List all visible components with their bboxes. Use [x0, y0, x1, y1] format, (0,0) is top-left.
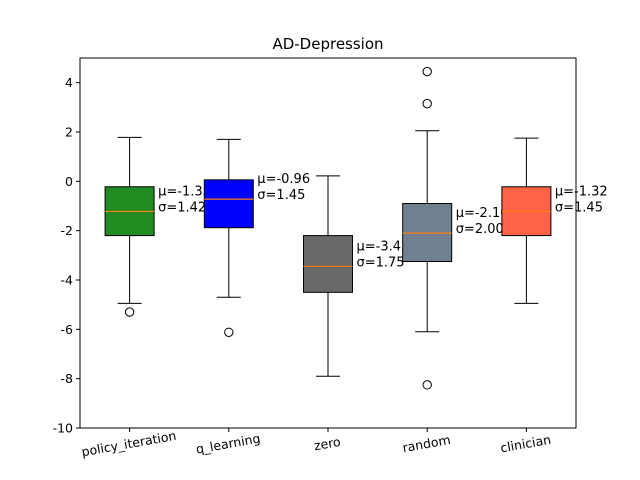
std-annotation: σ=1.42	[158, 200, 206, 215]
x-tick-label: policy_iteration	[80, 428, 177, 459]
box-group-clinician: μ=-1.32σ=1.45	[501, 137, 608, 304]
std-annotation: σ=1.45	[257, 188, 305, 203]
std-annotation: σ=2.00	[456, 222, 504, 237]
outlier-point	[422, 66, 432, 77]
x-tick-label: q_learning	[195, 431, 262, 457]
mean-annotation: μ=-1.35	[158, 184, 211, 199]
y-tick-label: -2	[61, 223, 73, 238]
std-annotation: σ=1.45	[555, 200, 603, 215]
x-axis: policy_iteration q_learning zero random clin…	[80, 428, 552, 459]
chart-title: AD-Depression	[272, 35, 383, 53]
boxes-layer: μ=-1.35σ=1.42μ=-0.96σ=1.45μ=-3.43σ=1.75μ…	[104, 66, 608, 390]
outlier-point	[124, 307, 135, 317]
y-tick-label: 4	[65, 75, 73, 90]
outlier-point	[422, 98, 432, 109]
mean-annotation: μ=-3.43	[357, 239, 410, 254]
box-iqr	[402, 203, 453, 263]
y-tick-label: -6	[61, 322, 74, 337]
box-group-policy_iteration: μ=-1.35σ=1.42	[104, 136, 211, 317]
box-group-q_learning: μ=-0.96σ=1.45	[203, 138, 310, 337]
box-iqr	[203, 179, 254, 229]
y-tick-label: 2	[65, 125, 73, 140]
x-tick-label: random	[401, 432, 451, 455]
mean-annotation: μ=-1.32	[555, 184, 608, 199]
y-tick-label: -8	[61, 371, 74, 386]
y-tick-label: 0	[65, 174, 73, 189]
y-axis: -10 -8 -6 -4 -2 0 2 4	[53, 75, 80, 436]
y-tick-label: -10	[53, 421, 73, 436]
box-iqr	[303, 235, 353, 293]
outlier-point	[224, 327, 234, 337]
y-tick-label: -4	[61, 273, 74, 288]
outlier-point	[422, 380, 432, 390]
x-tick-label: clinician	[499, 432, 552, 456]
box-group-random: μ=-2.10σ=2.00	[402, 66, 509, 390]
mean-annotation: μ=-0.96	[257, 172, 310, 187]
box-group-zero: μ=-3.43σ=1.75	[303, 175, 410, 377]
x-tick-label: zero	[313, 434, 342, 453]
mean-annotation: μ=-2.10	[456, 206, 509, 221]
std-annotation: σ=1.75	[357, 255, 405, 270]
